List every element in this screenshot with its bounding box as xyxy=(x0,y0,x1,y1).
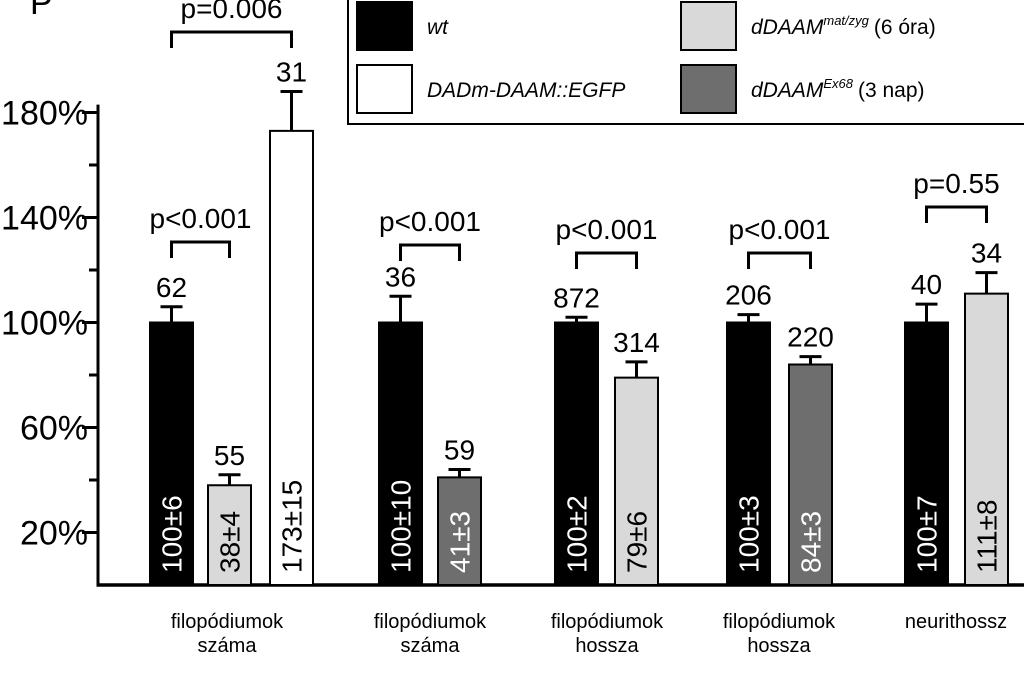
value-label: 100±10 xyxy=(386,480,417,573)
x-tick-label: hossza xyxy=(747,635,811,657)
bar xyxy=(788,363,833,586)
bar xyxy=(614,376,659,586)
legend-suffix: (3 nap) xyxy=(858,79,925,102)
legend-swatch xyxy=(680,64,737,114)
x-tick-label: száma xyxy=(401,635,461,657)
value-label: 100±7 xyxy=(912,495,943,573)
x-tick-label: filopódiumok xyxy=(551,611,664,633)
p-value: p<0.001 xyxy=(150,203,252,234)
bar xyxy=(437,476,482,586)
significance-bracket xyxy=(925,205,988,223)
n-label: 55 xyxy=(214,440,245,471)
value-label: 79±6 xyxy=(622,511,653,573)
value-label: 111±8 xyxy=(972,500,1003,574)
p-value: p<0.001 xyxy=(729,214,831,245)
x-tick-label: száma xyxy=(198,635,258,657)
bar xyxy=(554,321,599,586)
legend-name: wt xyxy=(427,16,449,39)
n-label: 206 xyxy=(725,280,772,311)
n-label: 34 xyxy=(971,238,1002,269)
legend-suffix: (6 óra) xyxy=(874,16,936,39)
significance-bracket xyxy=(170,240,231,258)
x-tick-label: hossza xyxy=(575,635,639,657)
legend-label: dDAAMmat/zyg (6 óra) xyxy=(751,13,936,39)
y-tick-label: 60% xyxy=(20,410,88,448)
panel-label: P xyxy=(30,0,53,22)
bar xyxy=(378,321,423,586)
legend-swatch xyxy=(356,64,413,114)
bar xyxy=(269,129,314,586)
n-label: 36 xyxy=(385,261,416,292)
n-label: 31 xyxy=(276,57,307,88)
n-label: 220 xyxy=(787,322,834,353)
significance-bracket xyxy=(747,251,812,269)
legend-name: dDAAM xyxy=(751,79,824,102)
legend-swatch xyxy=(680,1,737,51)
x-tick-label: filopódiumok xyxy=(374,611,487,633)
legend-name: dDAAM xyxy=(751,16,824,39)
legend-name: DADm-DAAM::EGFP xyxy=(427,79,625,102)
n-label: 872 xyxy=(553,282,600,313)
x-tick-label: neurithossz xyxy=(905,611,1007,633)
value-label: 173±15 xyxy=(277,480,308,573)
significance-bracket xyxy=(399,243,461,261)
bar xyxy=(964,292,1009,586)
n-label: 59 xyxy=(444,435,475,466)
p-value: p=0.55 xyxy=(913,168,999,199)
value-label: 84±3 xyxy=(796,511,827,573)
x-tick-label: filopódiumok xyxy=(723,611,836,633)
y-tick-label: 140% xyxy=(1,200,88,238)
value-label: 100±2 xyxy=(562,495,593,573)
legend-label: DADm-DAAM::EGFP xyxy=(427,79,625,102)
bar xyxy=(207,484,252,586)
y-tick-label: 20% xyxy=(20,515,88,553)
legend-label: dDAAMEx68 (3 nap) xyxy=(751,76,925,102)
value-label: 41±3 xyxy=(445,511,476,573)
legend-label: wt xyxy=(427,16,449,39)
n-label: 40 xyxy=(911,269,942,300)
value-label: 100±3 xyxy=(734,495,765,573)
n-label: 314 xyxy=(613,327,660,358)
legend-superscript: mat/zyg xyxy=(823,13,869,28)
value-label: 100±6 xyxy=(157,495,188,573)
significance-bracket xyxy=(170,30,293,48)
bar xyxy=(726,321,771,586)
legend-swatch xyxy=(356,1,413,51)
value-label: 38±4 xyxy=(215,511,246,573)
y-tick-label: 180% xyxy=(1,95,88,133)
p-value: p<0.001 xyxy=(556,214,658,245)
p-value: p=0.006 xyxy=(181,0,283,24)
y-tick-label: 100% xyxy=(1,305,88,343)
significance-bracket xyxy=(575,251,638,269)
p-value: p<0.001 xyxy=(379,206,481,237)
legend-superscript: Ex68 xyxy=(823,76,853,91)
x-tick-label: filopódiumok xyxy=(171,611,284,633)
n-label: 62 xyxy=(156,272,187,303)
